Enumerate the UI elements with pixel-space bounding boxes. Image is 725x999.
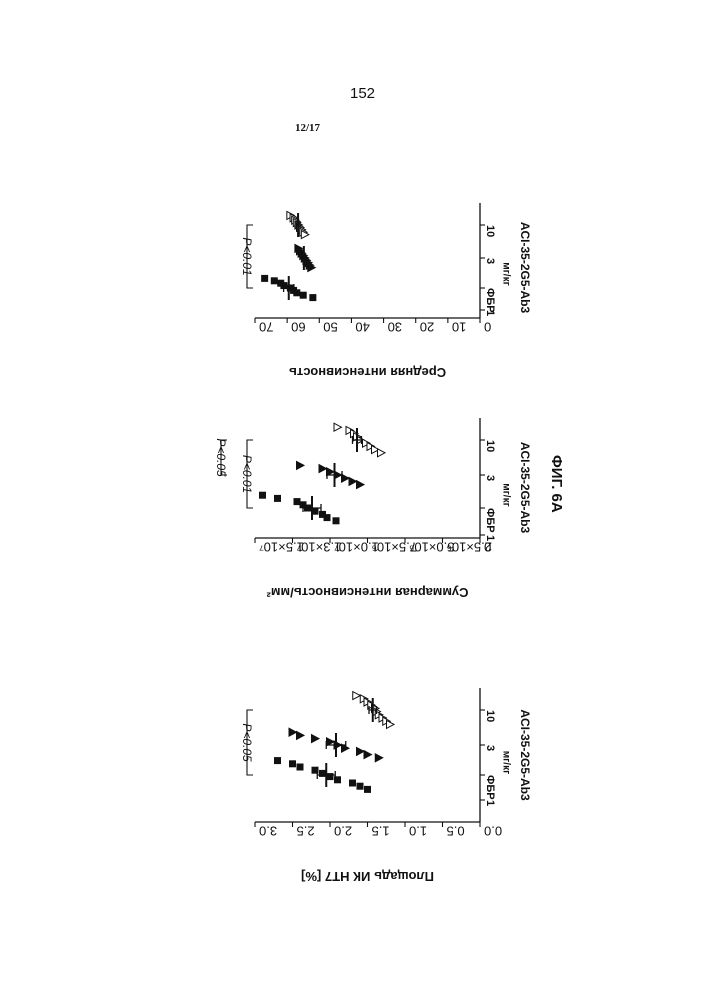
y-tick-label: 1.5×10⁷ bbox=[259, 540, 304, 555]
data-point-triangle-filled bbox=[312, 735, 320, 743]
data-point-square bbox=[274, 757, 281, 764]
data-point-triangle-filled bbox=[289, 728, 297, 736]
group-label: ACI-35-2G5-Ab3 bbox=[518, 442, 532, 534]
data-point-triangle-filled bbox=[319, 465, 327, 473]
chart-panel-1: 0.0 0.5 1.0 1.5 2.0 2.5 3.0 Площадь ИК НТ7 [%] Ф… bbox=[240, 688, 532, 884]
y-tick-label: 3.0 bbox=[259, 824, 277, 839]
y-tick-label: 10 bbox=[452, 320, 466, 335]
data-point-square bbox=[364, 786, 371, 793]
data-point-triangle-open bbox=[334, 423, 342, 431]
x-tick-label: 1 bbox=[484, 535, 496, 541]
x-tick-label: 1 bbox=[484, 310, 496, 316]
x-tick-label: 10 bbox=[484, 710, 496, 722]
x-tick-label: ФБР bbox=[484, 508, 496, 533]
significance-label: P<0.05 bbox=[240, 723, 254, 762]
data-point-square bbox=[289, 760, 296, 767]
x-tick-label: 1 bbox=[484, 800, 496, 806]
y-axis-title: Суммарная интенсивность/мм² bbox=[266, 585, 469, 600]
data-point-square bbox=[259, 492, 266, 499]
significance-label: P<0.01 bbox=[240, 455, 254, 493]
y-tick-label: 2.5 bbox=[297, 824, 315, 839]
x-tick-label: ФБР bbox=[484, 775, 496, 800]
data-point-square bbox=[327, 773, 334, 780]
significance-label: P<0.01 bbox=[240, 237, 254, 275]
y-tick-label: 1.5 bbox=[372, 824, 390, 839]
y-tick-label: 0.0 bbox=[484, 824, 502, 839]
unit-label: мг/кг bbox=[500, 483, 511, 507]
data-point-square bbox=[319, 770, 326, 777]
data-point-triangle-open bbox=[353, 692, 361, 700]
data-point-triangle-open bbox=[378, 449, 386, 457]
unit-label: мг/кг bbox=[500, 751, 511, 775]
group-label: ACI-35-2G5-Ab3 bbox=[518, 222, 532, 314]
y-tick-label: 30 bbox=[388, 320, 402, 335]
chart-panel-3: 010203040506070Средняя интенсивностьФБР1… bbox=[240, 203, 532, 380]
y-tick-label: 70 bbox=[259, 320, 273, 335]
data-point-triangle-filled bbox=[297, 461, 305, 469]
data-point-square bbox=[294, 498, 301, 505]
y-axis-title: Площадь ИК НТ7 [%] bbox=[301, 869, 434, 884]
x-tick-label: ФБР bbox=[484, 288, 496, 313]
data-point-square bbox=[309, 294, 316, 301]
unit-label: мг/кг bbox=[500, 262, 511, 286]
y-tick-label: 1.0 bbox=[409, 824, 427, 839]
data-point-square bbox=[333, 517, 340, 524]
y-tick-label: 40 bbox=[355, 320, 369, 335]
x-tick-label: 10 bbox=[484, 440, 496, 452]
y-tick-label: 50 bbox=[323, 320, 337, 335]
y-tick-label: 2.0 bbox=[334, 824, 352, 839]
y-tick-label: 20 bbox=[420, 320, 434, 335]
data-point-square bbox=[349, 780, 356, 787]
data-point-triangle-filled bbox=[349, 477, 357, 485]
x-tick-label: 3 bbox=[484, 258, 496, 264]
significance-label: P<0.05 bbox=[214, 438, 228, 477]
data-point-square bbox=[274, 495, 281, 502]
x-tick-label: 3 bbox=[484, 745, 496, 751]
x-tick-label: 10 bbox=[484, 225, 496, 237]
data-point-square bbox=[297, 764, 304, 771]
y-axis-title: Средняя интенсивность bbox=[289, 365, 446, 380]
x-tick-label: 3 bbox=[484, 475, 496, 481]
data-point-triangle-filled bbox=[357, 747, 365, 755]
data-point-square bbox=[300, 292, 307, 299]
chart-panel-2: 02.5×10⁶5.0×10⁶7.5×10⁶1.0×10⁷1.3×10⁷1.5×… bbox=[214, 418, 532, 600]
data-point-triangle-filled bbox=[375, 754, 383, 762]
data-point-square bbox=[357, 783, 364, 790]
data-point-square bbox=[324, 514, 331, 521]
y-tick-label: 60 bbox=[291, 320, 305, 335]
data-point-triangle-filled bbox=[297, 731, 305, 739]
data-point-square bbox=[261, 275, 268, 282]
data-point-triangle-filled bbox=[364, 751, 372, 759]
data-point-triangle-filled bbox=[357, 481, 365, 489]
data-point-square bbox=[271, 277, 278, 284]
group-label: ACI-35-2G5-Ab3 bbox=[518, 709, 532, 801]
y-tick-label: 0.5 bbox=[447, 824, 465, 839]
y-tick-label: 0 bbox=[484, 320, 491, 335]
